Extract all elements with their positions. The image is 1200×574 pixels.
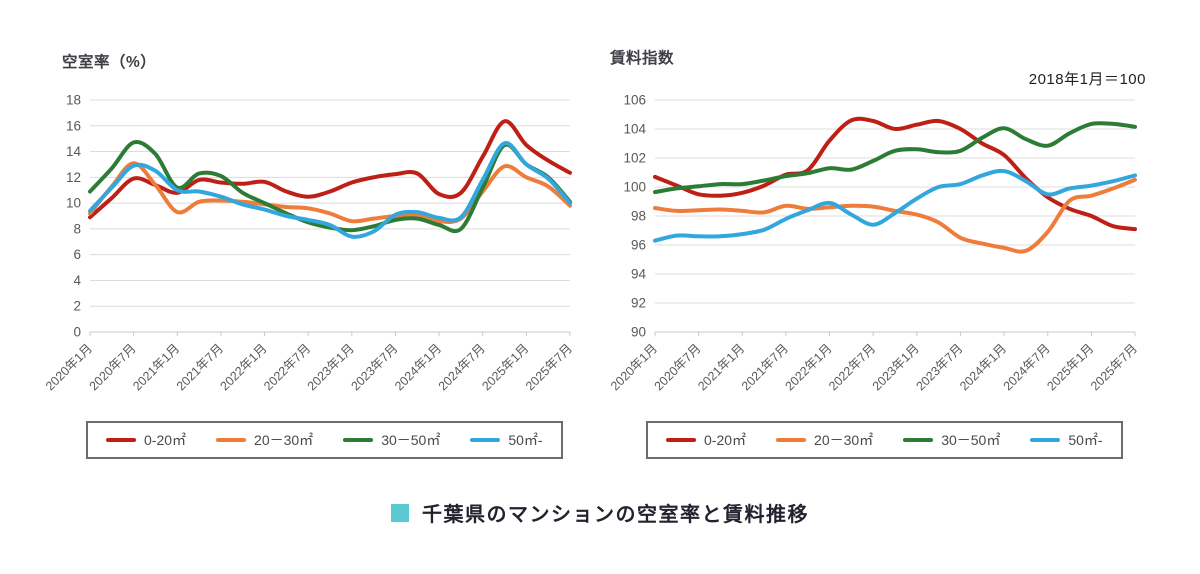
vacancy-rate-chart: 0246810121416182020年1月2020年7月2021年1月2021… <box>43 93 575 394</box>
legend-item-0-20㎡: 0-20㎡ <box>106 430 186 450</box>
legend-item-0-20㎡: 0-20㎡ <box>666 430 746 450</box>
y-axis-tick-label: 92 <box>631 296 646 311</box>
series-line-0-20㎡ <box>88 119 572 220</box>
y-axis-tick-label: 106 <box>623 93 646 108</box>
y-axis-tick-label: 6 <box>73 247 81 262</box>
legend-item-50㎡-: 50㎡- <box>1030 430 1103 450</box>
legend-item-20－30㎡: 20－30㎡ <box>216 430 313 450</box>
figure-title: 千葉県のマンションの空室率と賃料推移 <box>422 504 809 526</box>
legend-label: 50㎡- <box>1068 432 1103 448</box>
series-line-50㎡- <box>88 141 572 239</box>
legend-label: 20－30㎡ <box>254 432 314 448</box>
y-axis-tick-label: 0 <box>73 325 81 340</box>
y-axis-tick-label: 16 <box>66 118 81 133</box>
y-axis-tick-label: 14 <box>66 144 82 159</box>
legend-line-swatch <box>343 437 374 443</box>
vacancy-chart-title: 空室率（%） <box>62 54 157 71</box>
legend-label: 20－30㎡ <box>814 432 874 448</box>
rent-chart-legend: 0-20㎡ 20－30㎡ 30－50㎡ 50㎡- <box>646 421 1123 459</box>
y-axis-tick-label: 94 <box>631 267 647 282</box>
y-axis-tick-label: 104 <box>623 122 646 137</box>
y-axis-tick-label: 90 <box>631 325 646 340</box>
vacancy-chart-legend: 0-20㎡ 20－30㎡ 30－50㎡ 50㎡- <box>86 421 563 459</box>
y-axis-tick-label: 10 <box>66 196 81 211</box>
series-line-20－30㎡ <box>88 161 572 224</box>
legend-item-20－30㎡: 20－30㎡ <box>776 430 873 450</box>
series-line-0-20㎡ <box>653 116 1137 232</box>
legend-line-swatch <box>1030 437 1061 443</box>
rent-chart-panel: 賃料指数 2018年1月＝100 90 92 94 96 98 100 102 104 106 2… <box>600 40 1160 440</box>
y-axis-tick-label: 2 <box>73 299 81 314</box>
y-axis-tick-label: 102 <box>623 151 646 166</box>
legend-label: 0-20㎡ <box>144 432 187 448</box>
legend-item-30－50㎡: 30－50㎡ <box>343 430 440 450</box>
y-axis-tick-label: 96 <box>631 238 646 253</box>
y-axis-tick-label: 98 <box>631 209 646 224</box>
legend-label: 30－50㎡ <box>941 432 1001 448</box>
series-line-30－50㎡ <box>653 121 1137 195</box>
rent-index-base-note: 2018年1月＝100 <box>1028 71 1146 88</box>
legend-line-swatch <box>106 437 136 443</box>
legend-line-swatch <box>776 437 807 443</box>
y-axis-tick-label: 18 <box>66 93 81 108</box>
rent-chart-title: 賃料指数 <box>610 50 675 67</box>
legend-line-swatch <box>470 437 501 443</box>
series-line-50㎡- <box>653 168 1137 243</box>
legend-line-swatch <box>216 437 247 443</box>
vacancy-chart-panel: 空室率（%） 0 2 4 6 8 10 12 14 16 18 2020年1月 2020年7月 2021… <box>35 40 595 440</box>
series-line-30－50㎡ <box>88 140 572 234</box>
rent-index-chart: 90929496981001021041062020年1月2020年7月2021… <box>608 93 1140 394</box>
figure-caption: 千葉県のマンションの空室率と賃料推移 <box>0 498 1200 527</box>
caption-square-marker <box>391 503 409 522</box>
x-axis-tick-label: 2025年7月 <box>523 341 575 393</box>
legend-line-swatch <box>903 437 934 443</box>
x-axis-tick-label: 2025年7月 <box>1088 341 1140 393</box>
legend-item-30－50㎡: 30－50㎡ <box>903 430 1000 450</box>
legend-label: 50㎡- <box>508 432 543 448</box>
y-axis-tick-label: 4 <box>73 273 81 288</box>
legend-item-50㎡-: 50㎡- <box>470 430 543 450</box>
y-axis-tick-label: 8 <box>73 221 81 236</box>
legend-label: 0-20㎡ <box>704 432 747 448</box>
legend-label: 30－50㎡ <box>381 432 441 448</box>
legend-line-swatch <box>666 437 696 443</box>
y-axis-tick-label: 100 <box>623 180 646 195</box>
y-axis-tick-label: 12 <box>66 170 81 185</box>
